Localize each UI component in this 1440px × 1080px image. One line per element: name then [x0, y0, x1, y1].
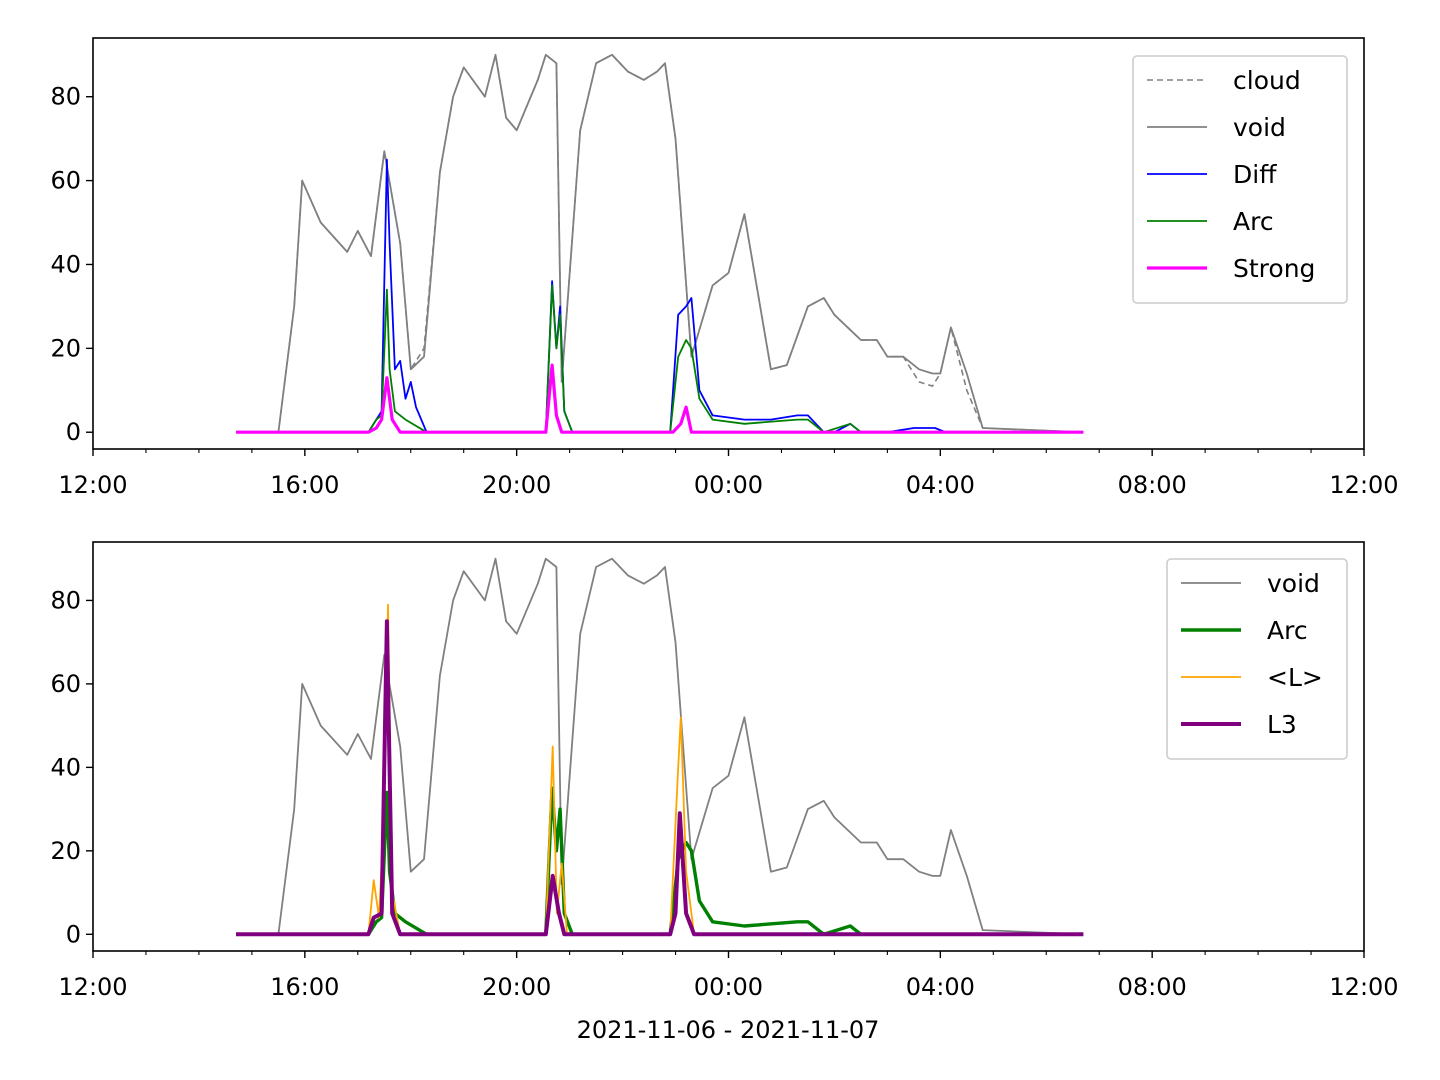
legend-label: <L> — [1267, 663, 1323, 692]
x-tick-label: 20:00 — [482, 973, 551, 1001]
series-line-Arc — [236, 284, 1084, 434]
x-tick-label: 00:00 — [694, 973, 763, 1001]
x-tick-label: 12:00 — [58, 973, 127, 1001]
y-tick-label: 20 — [50, 334, 81, 362]
y-tick-label: 0 — [66, 920, 81, 948]
x-tick-label: 08:00 — [1118, 973, 1187, 1001]
bottom-panel: 0 20 40 60 80 12:00 16:00 20:00 00:00 04:00 08:00 1… — [50, 541, 1399, 1001]
legend-box — [1166, 558, 1348, 760]
x-tick-label: 16:00 — [270, 471, 339, 499]
y-tick-label: 60 — [50, 670, 81, 698]
series-line-Arc — [236, 786, 1084, 936]
series-group — [236, 557, 1084, 937]
series-line-void — [236, 53, 1084, 434]
legend-label: Diff — [1233, 160, 1277, 189]
x-tick-label: 12:00 — [58, 471, 127, 499]
x-tick-label: 12:00 — [1329, 471, 1398, 499]
series-line-L — [236, 603, 1084, 936]
legend-label: Arc — [1267, 616, 1308, 645]
legend-label: cloud — [1233, 66, 1301, 95]
series-line-L3 — [236, 619, 1084, 937]
x-tick-label: 20:00 — [482, 471, 551, 499]
y-tick-label: 0 — [66, 418, 81, 446]
legend-box — [1132, 55, 1348, 304]
legend: void Arc <L> L3 — [1166, 558, 1348, 760]
series-line-Strong — [236, 363, 1084, 434]
y-tick-label: 40 — [50, 753, 81, 781]
legend: cloud void Diff Arc Strong — [1132, 55, 1348, 304]
legend-label: Strong — [1233, 254, 1315, 283]
legend-label: Arc — [1233, 207, 1274, 236]
x-tick-label: 00:00 — [694, 471, 763, 499]
x-tick-label: 12:00 — [1329, 973, 1398, 1001]
legend-label: void — [1233, 113, 1286, 142]
x-tick-label: 16:00 — [270, 973, 339, 1001]
y-tick-label: 80 — [50, 83, 81, 111]
legend-label: void — [1267, 569, 1320, 598]
legend-label: L3 — [1267, 710, 1297, 739]
x-tick-label: 08:00 — [1118, 471, 1187, 499]
y-tick-label: 20 — [50, 837, 81, 865]
y-tick-label: 40 — [50, 250, 81, 278]
y-tick-label: 60 — [50, 167, 81, 195]
series-group — [236, 53, 1084, 434]
top-panel: 0 20 40 60 80 12:00 16:00 20:00 00:00 04:00 08:00 1… — [50, 37, 1399, 499]
y-tick-label: 80 — [50, 586, 81, 614]
x-axis-label: 2021-11-06 - 2021-11-07 — [577, 1016, 880, 1044]
x-tick-label: 04:00 — [906, 973, 975, 1001]
x-tick-label: 04:00 — [906, 471, 975, 499]
